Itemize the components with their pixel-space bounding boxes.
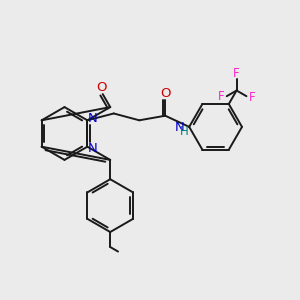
- Text: N: N: [88, 112, 97, 125]
- Text: O: O: [96, 81, 106, 94]
- Text: N: N: [88, 142, 97, 155]
- Text: N: N: [175, 122, 184, 134]
- Text: O: O: [160, 87, 170, 100]
- Text: H: H: [179, 125, 188, 138]
- Text: F: F: [218, 90, 225, 103]
- Text: F: F: [233, 67, 240, 80]
- Text: F: F: [248, 91, 255, 104]
